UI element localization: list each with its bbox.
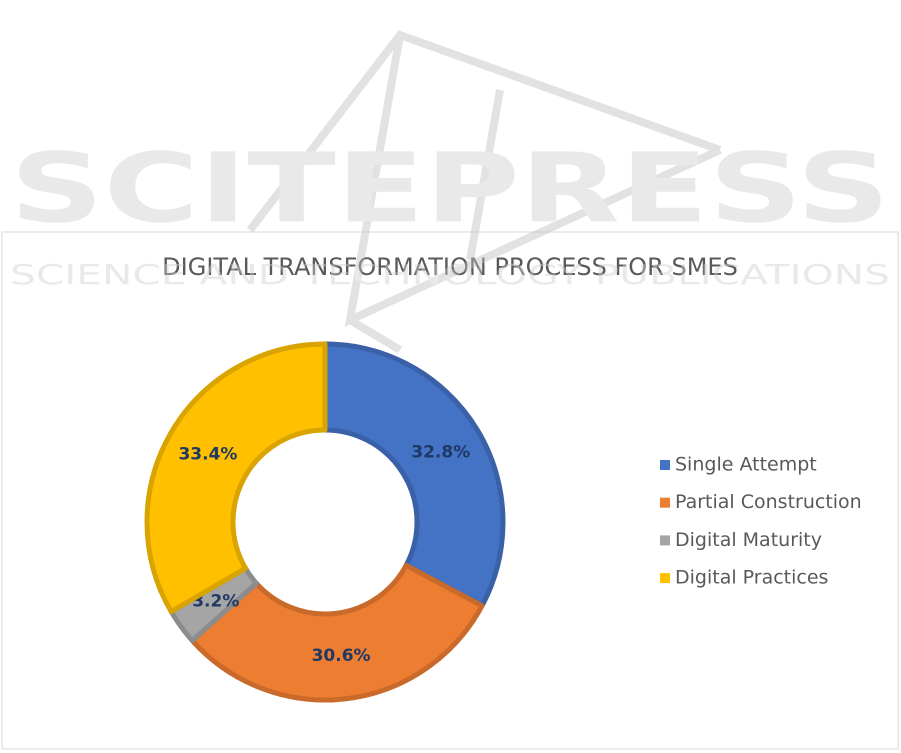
donut-segment bbox=[322, 341, 506, 609]
watermark-title: SCITEPRESS bbox=[10, 132, 890, 244]
legend-label: Single Attempt bbox=[675, 454, 817, 476]
legend-swatch bbox=[660, 573, 670, 584]
legend-label: Digital Maturity bbox=[675, 529, 822, 551]
data-label: 33.4% bbox=[178, 445, 237, 465]
legend-label: Partial Construction bbox=[675, 491, 862, 513]
watermark-subtitle: SCIENCE AND TECHNOLOGY PUBLICATIONS bbox=[10, 258, 890, 291]
data-label: 32.8% bbox=[411, 443, 470, 463]
data-label: 30.6% bbox=[312, 646, 371, 666]
legend-swatch bbox=[660, 460, 670, 470]
chart-title: DIGITAL TRANSFORMATION PROCESS FOR SMES bbox=[162, 253, 738, 281]
legend-swatch bbox=[660, 535, 670, 546]
data-label: 3.2% bbox=[192, 591, 239, 611]
donut-segment bbox=[144, 341, 328, 615]
legend-label: Digital Practices bbox=[675, 567, 828, 589]
watermark: SCITEPRESS SCIENCE AND TECHNOLOGY PUBLIC… bbox=[10, 30, 890, 354]
watermark-logo bbox=[246, 30, 722, 354]
donut-segment bbox=[189, 562, 485, 703]
legend-swatch bbox=[660, 497, 670, 508]
